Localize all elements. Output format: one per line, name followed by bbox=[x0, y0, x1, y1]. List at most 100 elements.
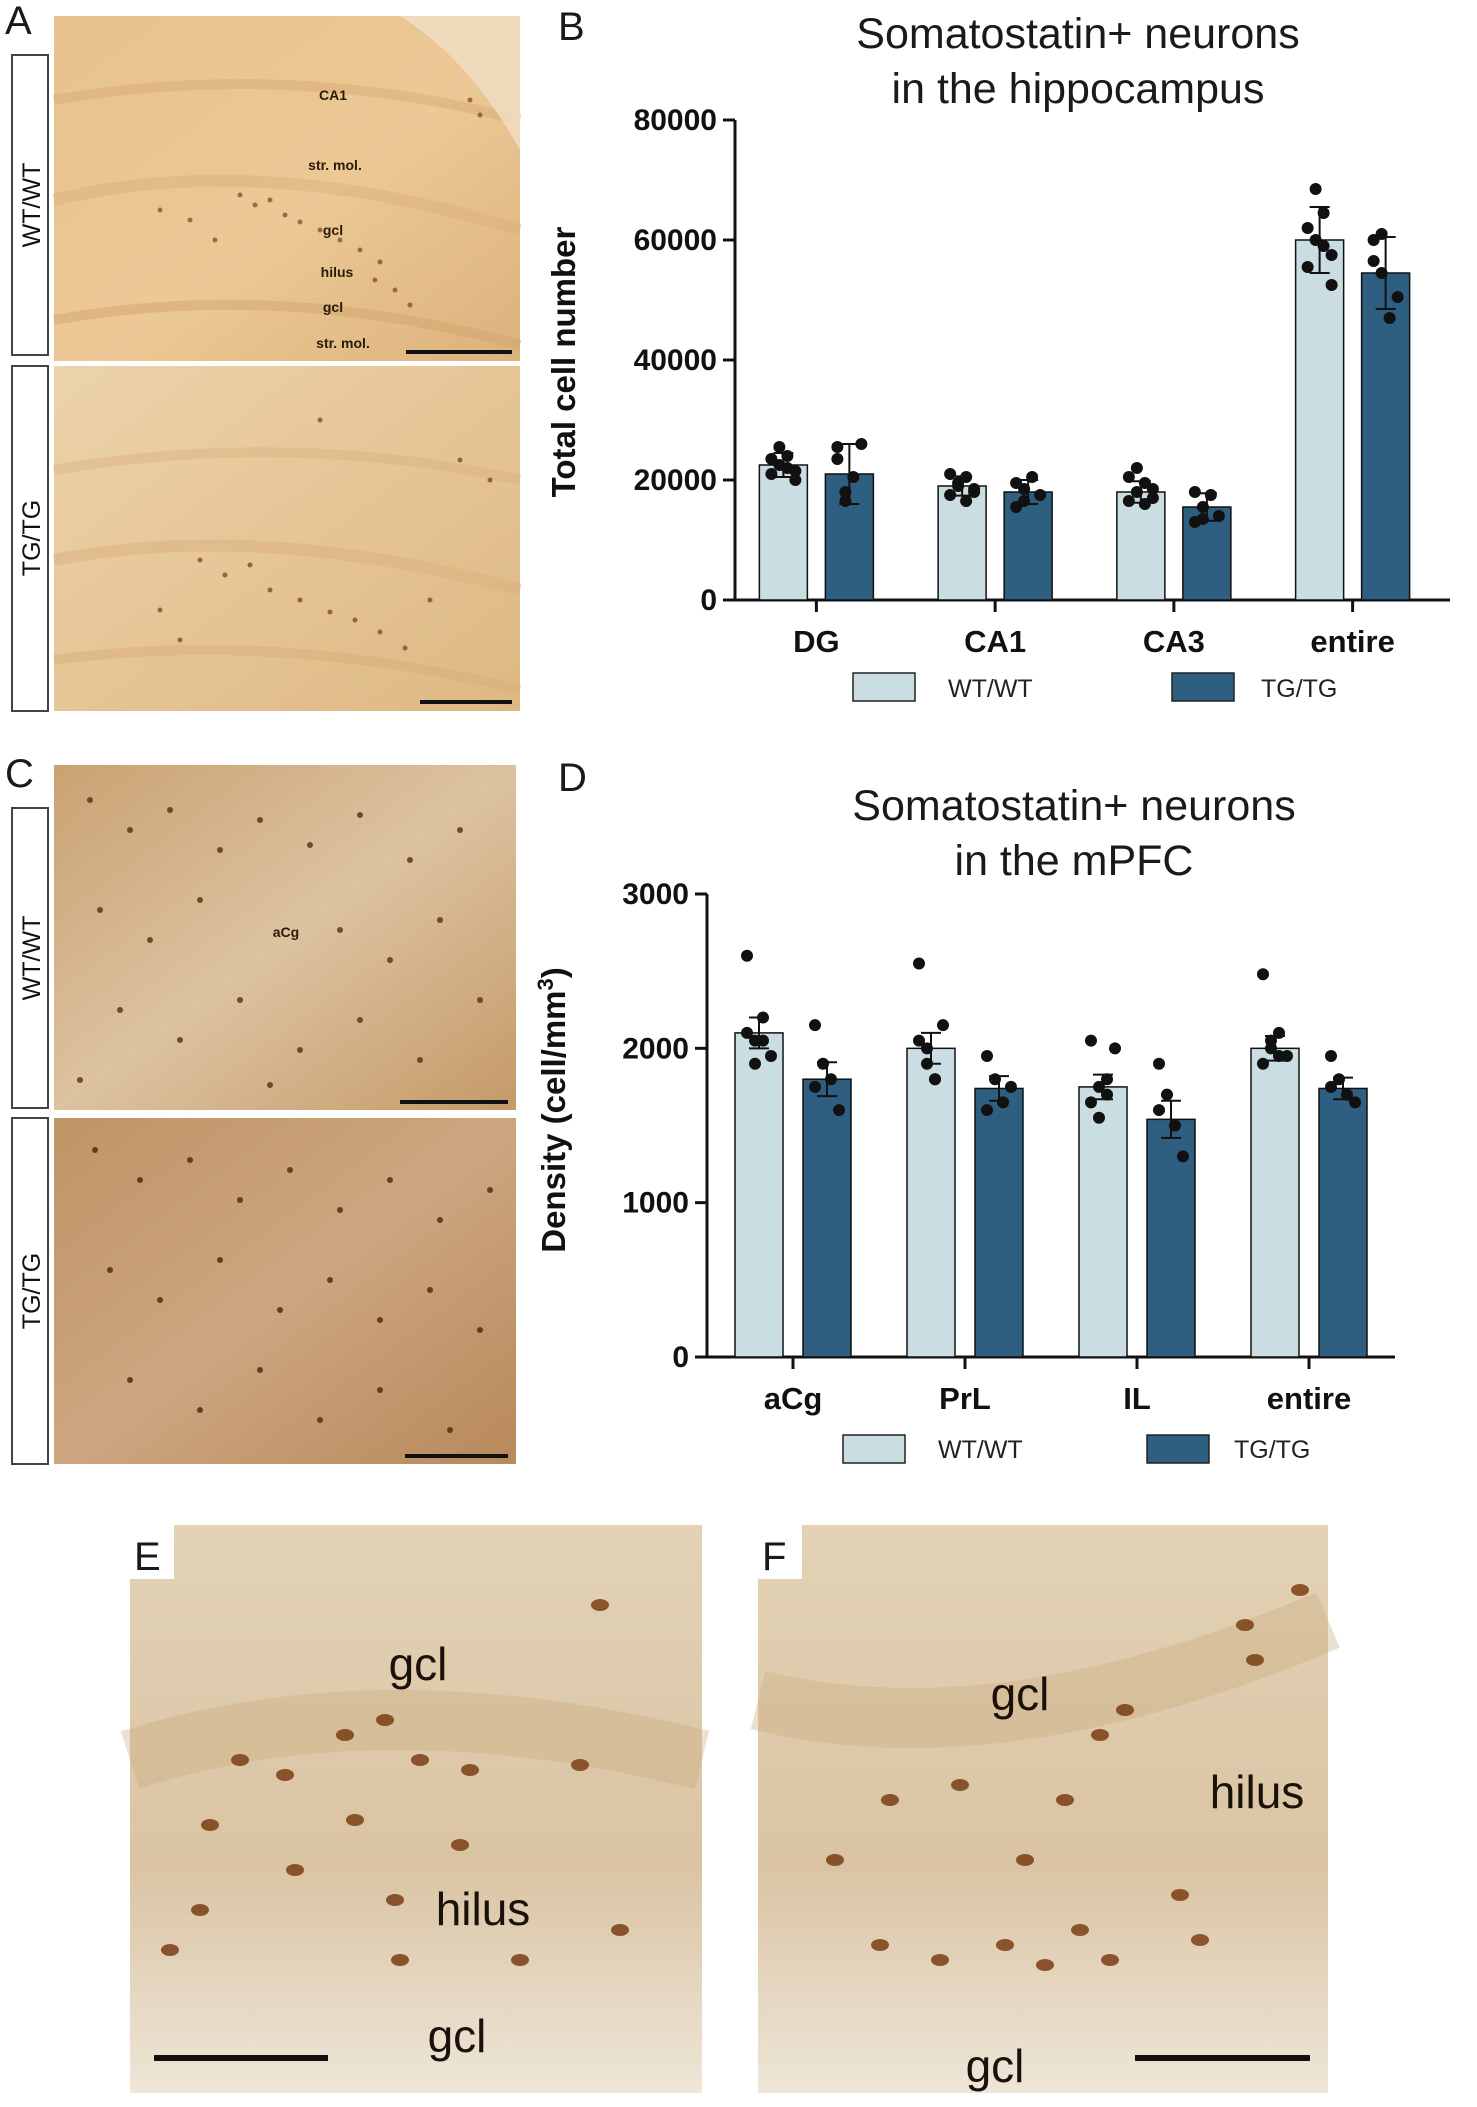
data-point bbox=[944, 489, 957, 501]
label-gcl: gcl bbox=[991, 1668, 1050, 1720]
label-acg: aCg bbox=[273, 924, 299, 940]
data-point bbox=[1093, 1111, 1105, 1124]
row-label-wt: WT/WT bbox=[18, 916, 46, 1001]
data-point bbox=[839, 486, 852, 498]
data-point bbox=[1034, 489, 1047, 501]
data-point bbox=[1325, 1080, 1337, 1093]
bar bbox=[1294, 239, 1345, 601]
panel-letter-bg bbox=[758, 1525, 802, 1579]
label-gcl: gcl bbox=[323, 299, 343, 315]
label-str-mol: str. mol. bbox=[316, 335, 370, 351]
data-point bbox=[989, 1073, 1001, 1086]
y-axis-label-main: Density (cell/mm bbox=[535, 990, 572, 1252]
panel-a: A WT/WT TG/TG CA1 str. mol. gcl hilus gc… bbox=[5, 0, 522, 712]
y-tick-label: 3000 bbox=[622, 878, 689, 911]
panel-c-letter: C bbox=[5, 752, 34, 796]
data-point bbox=[1367, 255, 1380, 267]
y-tick-label: 40000 bbox=[634, 344, 717, 377]
neuron-dots bbox=[77, 797, 483, 1088]
data-point bbox=[921, 1057, 933, 1070]
data-point bbox=[825, 1073, 837, 1086]
bar bbox=[974, 1087, 1024, 1358]
data-point bbox=[831, 453, 844, 465]
data-point bbox=[817, 1057, 829, 1070]
chart-title-line1: Somatostatin+ neurons bbox=[852, 782, 1295, 830]
data-point bbox=[1093, 1080, 1105, 1093]
data-point bbox=[1130, 486, 1143, 498]
y-tick-label: 1000 bbox=[622, 1187, 689, 1220]
data-point bbox=[1317, 240, 1330, 252]
neuron-dots bbox=[826, 1584, 1309, 1971]
data-point bbox=[1204, 489, 1217, 501]
data-point bbox=[1317, 207, 1330, 219]
data-point bbox=[839, 495, 852, 507]
row-label-box bbox=[11, 1117, 49, 1465]
legend-label-wt: WT/WT bbox=[948, 675, 1033, 703]
data-point bbox=[1309, 183, 1322, 195]
label-gcl: gcl bbox=[966, 2040, 1025, 2092]
data-point bbox=[1146, 483, 1159, 495]
panel-e-letter: E bbox=[134, 1535, 161, 1579]
label-hilus: hilus bbox=[436, 1883, 531, 1935]
data-point bbox=[1333, 1073, 1345, 1086]
chart-title-line2: in the hippocampus bbox=[892, 65, 1265, 113]
panel-f: F gcl hilus gcl bbox=[750, 1525, 1340, 2093]
data-point bbox=[773, 441, 786, 453]
bar bbox=[758, 464, 809, 601]
data-point bbox=[937, 1019, 949, 1032]
legend-label-tg: TG/TG bbox=[1261, 675, 1337, 703]
panel-b: B Somatostatin+ neurons in the hippocamp… bbox=[545, 5, 1450, 703]
data-point bbox=[1325, 279, 1338, 291]
y-tick-label: 80000 bbox=[634, 104, 717, 137]
data-point bbox=[1085, 1034, 1097, 1047]
data-point bbox=[1301, 222, 1314, 234]
data-point bbox=[757, 1034, 769, 1047]
data-point bbox=[968, 483, 981, 495]
data-point bbox=[1383, 312, 1396, 324]
data-point bbox=[1169, 1119, 1181, 1132]
panel-d-letter: D bbox=[558, 756, 587, 800]
bar-chart-hippocampus: 0 20000 40000 60000 80000 DG CA1 CA3 entire bbox=[634, 104, 1450, 659]
data-point bbox=[1273, 1026, 1285, 1039]
data-point bbox=[1161, 1088, 1173, 1101]
label-hilus: hilus bbox=[1210, 1766, 1305, 1818]
label-str-mol: str. mol. bbox=[308, 157, 362, 173]
row-label-tg: TG/TG bbox=[18, 500, 46, 576]
data-point bbox=[833, 1104, 845, 1117]
micrograph-hippocampus-tg bbox=[54, 366, 520, 711]
data-point bbox=[929, 1073, 941, 1086]
label-gcl: gcl bbox=[389, 1638, 448, 1690]
micrograph-hilus-wt bbox=[130, 1525, 702, 2093]
bar bbox=[1318, 1087, 1368, 1358]
data-point bbox=[847, 471, 860, 483]
x-tick-label: CA1 bbox=[964, 624, 1026, 659]
data-point bbox=[1196, 501, 1209, 513]
data-point bbox=[765, 468, 778, 480]
row-label-tg: TG/TG bbox=[18, 1253, 46, 1329]
data-point bbox=[1153, 1104, 1165, 1117]
data-point bbox=[1265, 1034, 1277, 1047]
data-point bbox=[1375, 267, 1388, 279]
data-point bbox=[1109, 1042, 1121, 1055]
data-point bbox=[1101, 1073, 1113, 1086]
data-point bbox=[765, 453, 778, 465]
x-tick-label: CA3 bbox=[1143, 624, 1205, 659]
data-point bbox=[997, 1096, 1009, 1109]
data-point bbox=[1341, 1088, 1353, 1101]
y-tick-label: 2000 bbox=[622, 1032, 689, 1065]
data-point bbox=[781, 462, 794, 474]
y-axis-label: Total cell number bbox=[545, 226, 582, 497]
data-point bbox=[1273, 1050, 1285, 1063]
legend-swatch-tg bbox=[1171, 672, 1235, 702]
data-point bbox=[1391, 291, 1404, 303]
y-tick-label: 60000 bbox=[634, 224, 717, 257]
row-label-wt: WT/WT bbox=[18, 163, 46, 248]
data-point bbox=[789, 474, 802, 486]
data-point bbox=[749, 1057, 761, 1070]
data-point bbox=[913, 1034, 925, 1047]
data-point bbox=[1301, 261, 1314, 273]
neuron-dots bbox=[92, 1147, 493, 1433]
micrograph-mpfc-tg bbox=[54, 1118, 516, 1464]
y-tick-label: 0 bbox=[672, 1341, 689, 1374]
data-point bbox=[1138, 498, 1151, 510]
